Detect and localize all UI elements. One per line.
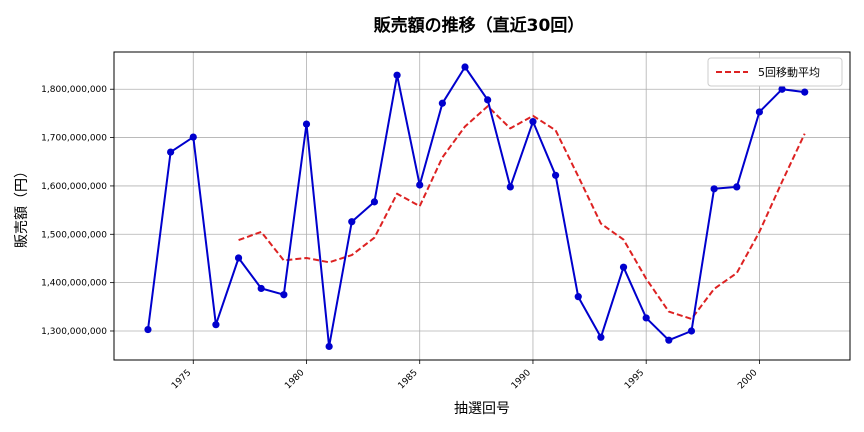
data-point (144, 325, 152, 334)
y-axis: 1,300,000,000 1,400,000,000 1,500,000,000 1… (41, 85, 114, 337)
data-point (529, 118, 537, 126)
data-point (212, 321, 220, 329)
data-point (370, 198, 379, 206)
data-point (438, 99, 446, 107)
data-point (687, 327, 696, 335)
data-point (642, 314, 650, 322)
y-tick-label: 1,400,000,000 (41, 279, 107, 289)
data-point (325, 342, 333, 351)
y-tick-label: 1,500,000,000 (41, 230, 107, 240)
y-axis-title: 販売額（円） (14, 164, 30, 248)
data-point (597, 333, 605, 341)
chart-title: 販売額の推移（直近30回） (374, 15, 585, 36)
data-point (665, 336, 673, 344)
data-point (234, 254, 243, 262)
data-point (189, 133, 197, 141)
data-point (348, 218, 356, 226)
plot-frame (113, 51, 851, 361)
series-line-sales (147, 66, 805, 348)
data-point (574, 293, 582, 301)
y-tick-label: 1,300,000,000 (41, 327, 107, 337)
grid-lines (114, 52, 850, 360)
data-point (619, 263, 628, 271)
series-layer (144, 63, 809, 351)
legend: 5回移動平均 (707, 57, 843, 87)
data-point (393, 71, 401, 79)
data-point (461, 63, 469, 71)
legend-box (707, 57, 843, 87)
data-point (257, 284, 265, 293)
data-point (552, 171, 560, 179)
data-point (710, 185, 718, 193)
data-point (506, 183, 514, 191)
data-point (778, 85, 786, 93)
data-point (755, 108, 764, 116)
y-tick-label: 1,800,000,000 (41, 85, 107, 95)
data-point (302, 120, 311, 128)
legend-label-moving-average: 5回移動平均 (758, 65, 820, 79)
series-line-moving-average (238, 105, 806, 320)
data-point (801, 88, 809, 96)
data-point (416, 181, 424, 189)
x-axis-title: 抽選回号 (454, 401, 510, 417)
y-tick-label: 1,700,000,000 (41, 134, 107, 144)
data-point (484, 96, 492, 104)
data-point (280, 291, 288, 299)
data-point (167, 148, 175, 156)
y-tick-label: 1,600,000,000 (41, 182, 107, 192)
data-point (733, 183, 741, 191)
